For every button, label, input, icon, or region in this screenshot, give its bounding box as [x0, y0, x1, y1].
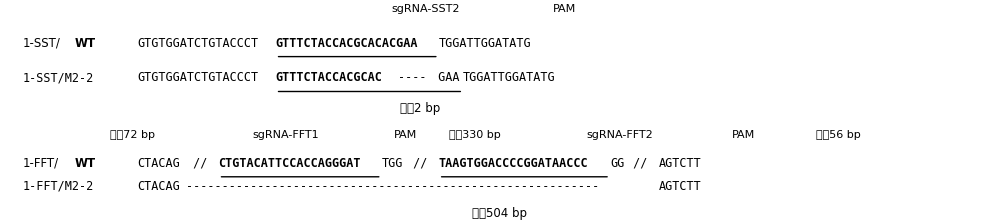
- Text: CTGTACATTCCACCAGGGAT: CTGTACATTCCACCAGGGAT: [219, 157, 361, 170]
- Text: sgRNA-SST2: sgRNA-SST2: [391, 4, 460, 14]
- Text: AGTCTT: AGTCTT: [659, 180, 702, 193]
- Text: GAA: GAA: [431, 71, 459, 84]
- Text: TGG: TGG: [382, 157, 403, 170]
- Text: 1-FFT/M2-2: 1-FFT/M2-2: [23, 180, 94, 193]
- Text: TGGATTGGATATG: TGGATTGGATATG: [439, 36, 531, 50]
- Text: //: //: [186, 157, 214, 170]
- Text: TAAGTGGACCCCGGATAACCC: TAAGTGGACCCCGGATAACCC: [439, 157, 588, 170]
- Text: 删除504 bp: 删除504 bp: [473, 207, 528, 220]
- Text: AGTCTT: AGTCTT: [659, 157, 702, 170]
- Text: sgRNA-FFT2: sgRNA-FFT2: [586, 130, 653, 140]
- Text: GTGTGGATCTGTACCCT: GTGTGGATCTGTACCCT: [137, 36, 258, 50]
- Text: CTACAG: CTACAG: [137, 180, 180, 193]
- Text: GTTTCTACCACGCACACGAA: GTTTCTACCACGCACACGAA: [276, 36, 418, 50]
- Text: 1-SST/M2-2: 1-SST/M2-2: [23, 71, 94, 84]
- Text: PAM: PAM: [394, 130, 417, 140]
- Text: 1-FFT/: 1-FFT/: [23, 157, 59, 170]
- Text: ----: ----: [398, 71, 426, 84]
- Text: GG: GG: [610, 157, 624, 170]
- Text: 删除2 bp: 删除2 bp: [400, 103, 441, 115]
- Text: 省略330 bp: 省略330 bp: [449, 130, 501, 140]
- Text: ----------------------------------------------------------: ----------------------------------------…: [186, 180, 599, 193]
- Text: PAM: PAM: [553, 4, 576, 14]
- Text: 省畧56 bp: 省畧56 bp: [816, 130, 860, 140]
- Text: CTACAG: CTACAG: [137, 157, 180, 170]
- Text: GTTTCTACCACGCAC: GTTTCTACCACGCAC: [276, 71, 383, 84]
- Text: WT: WT: [74, 157, 96, 170]
- Text: sgRNA-FFT1: sgRNA-FFT1: [253, 130, 320, 140]
- Text: PAM: PAM: [732, 130, 755, 140]
- Text: TGGATTGGATATG: TGGATTGGATATG: [463, 71, 556, 84]
- Text: //: //: [626, 157, 655, 170]
- Text: 1-SST/: 1-SST/: [23, 36, 61, 50]
- Text: 省畧72 bp: 省畧72 bp: [110, 130, 155, 140]
- Text: //: //: [406, 157, 435, 170]
- Text: WT: WT: [74, 36, 96, 50]
- Text: GTGTGGATCTGTACCCT: GTGTGGATCTGTACCCT: [137, 71, 258, 84]
